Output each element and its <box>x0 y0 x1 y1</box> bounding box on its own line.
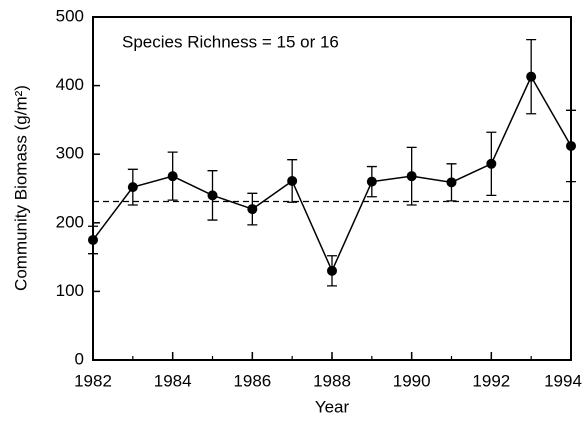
data-point <box>486 158 497 169</box>
data-point <box>127 182 138 193</box>
data-point <box>566 140 576 151</box>
y-tick-label: 500 <box>56 6 84 25</box>
data-point <box>526 71 537 82</box>
data-point <box>247 204 258 215</box>
x-tick-label: 1990 <box>393 371 431 390</box>
plot-frame <box>92 16 572 361</box>
annotation: Species Richness = 15 or 16 <box>122 32 339 51</box>
y-tick-label: 200 <box>56 212 84 231</box>
data-point <box>327 265 337 276</box>
x-tick-label: 1992 <box>472 371 510 390</box>
x-tick-label: 1986 <box>233 371 271 390</box>
data-line <box>92 75 572 273</box>
data-point <box>446 177 457 188</box>
x-tick-label: 1988 <box>313 371 351 390</box>
y-tick-label: 100 <box>56 281 84 300</box>
data-point <box>287 175 298 186</box>
y-tick-label: 300 <box>56 144 84 163</box>
data-point <box>366 176 377 187</box>
data-point <box>167 171 178 182</box>
x-tick-label: 1994 <box>544 371 582 390</box>
data-point <box>207 190 218 201</box>
y-tick-label: 0 <box>75 349 84 368</box>
x-tick-label: 1984 <box>154 371 192 390</box>
data-point <box>406 171 417 182</box>
y-tick-label: 400 <box>56 75 84 94</box>
y-axis-label: Community Biomass (g/m²) <box>11 85 30 291</box>
x-axis-label: Year <box>315 397 350 416</box>
x-tick-label: 1982 <box>74 371 112 390</box>
data-point <box>88 234 98 245</box>
